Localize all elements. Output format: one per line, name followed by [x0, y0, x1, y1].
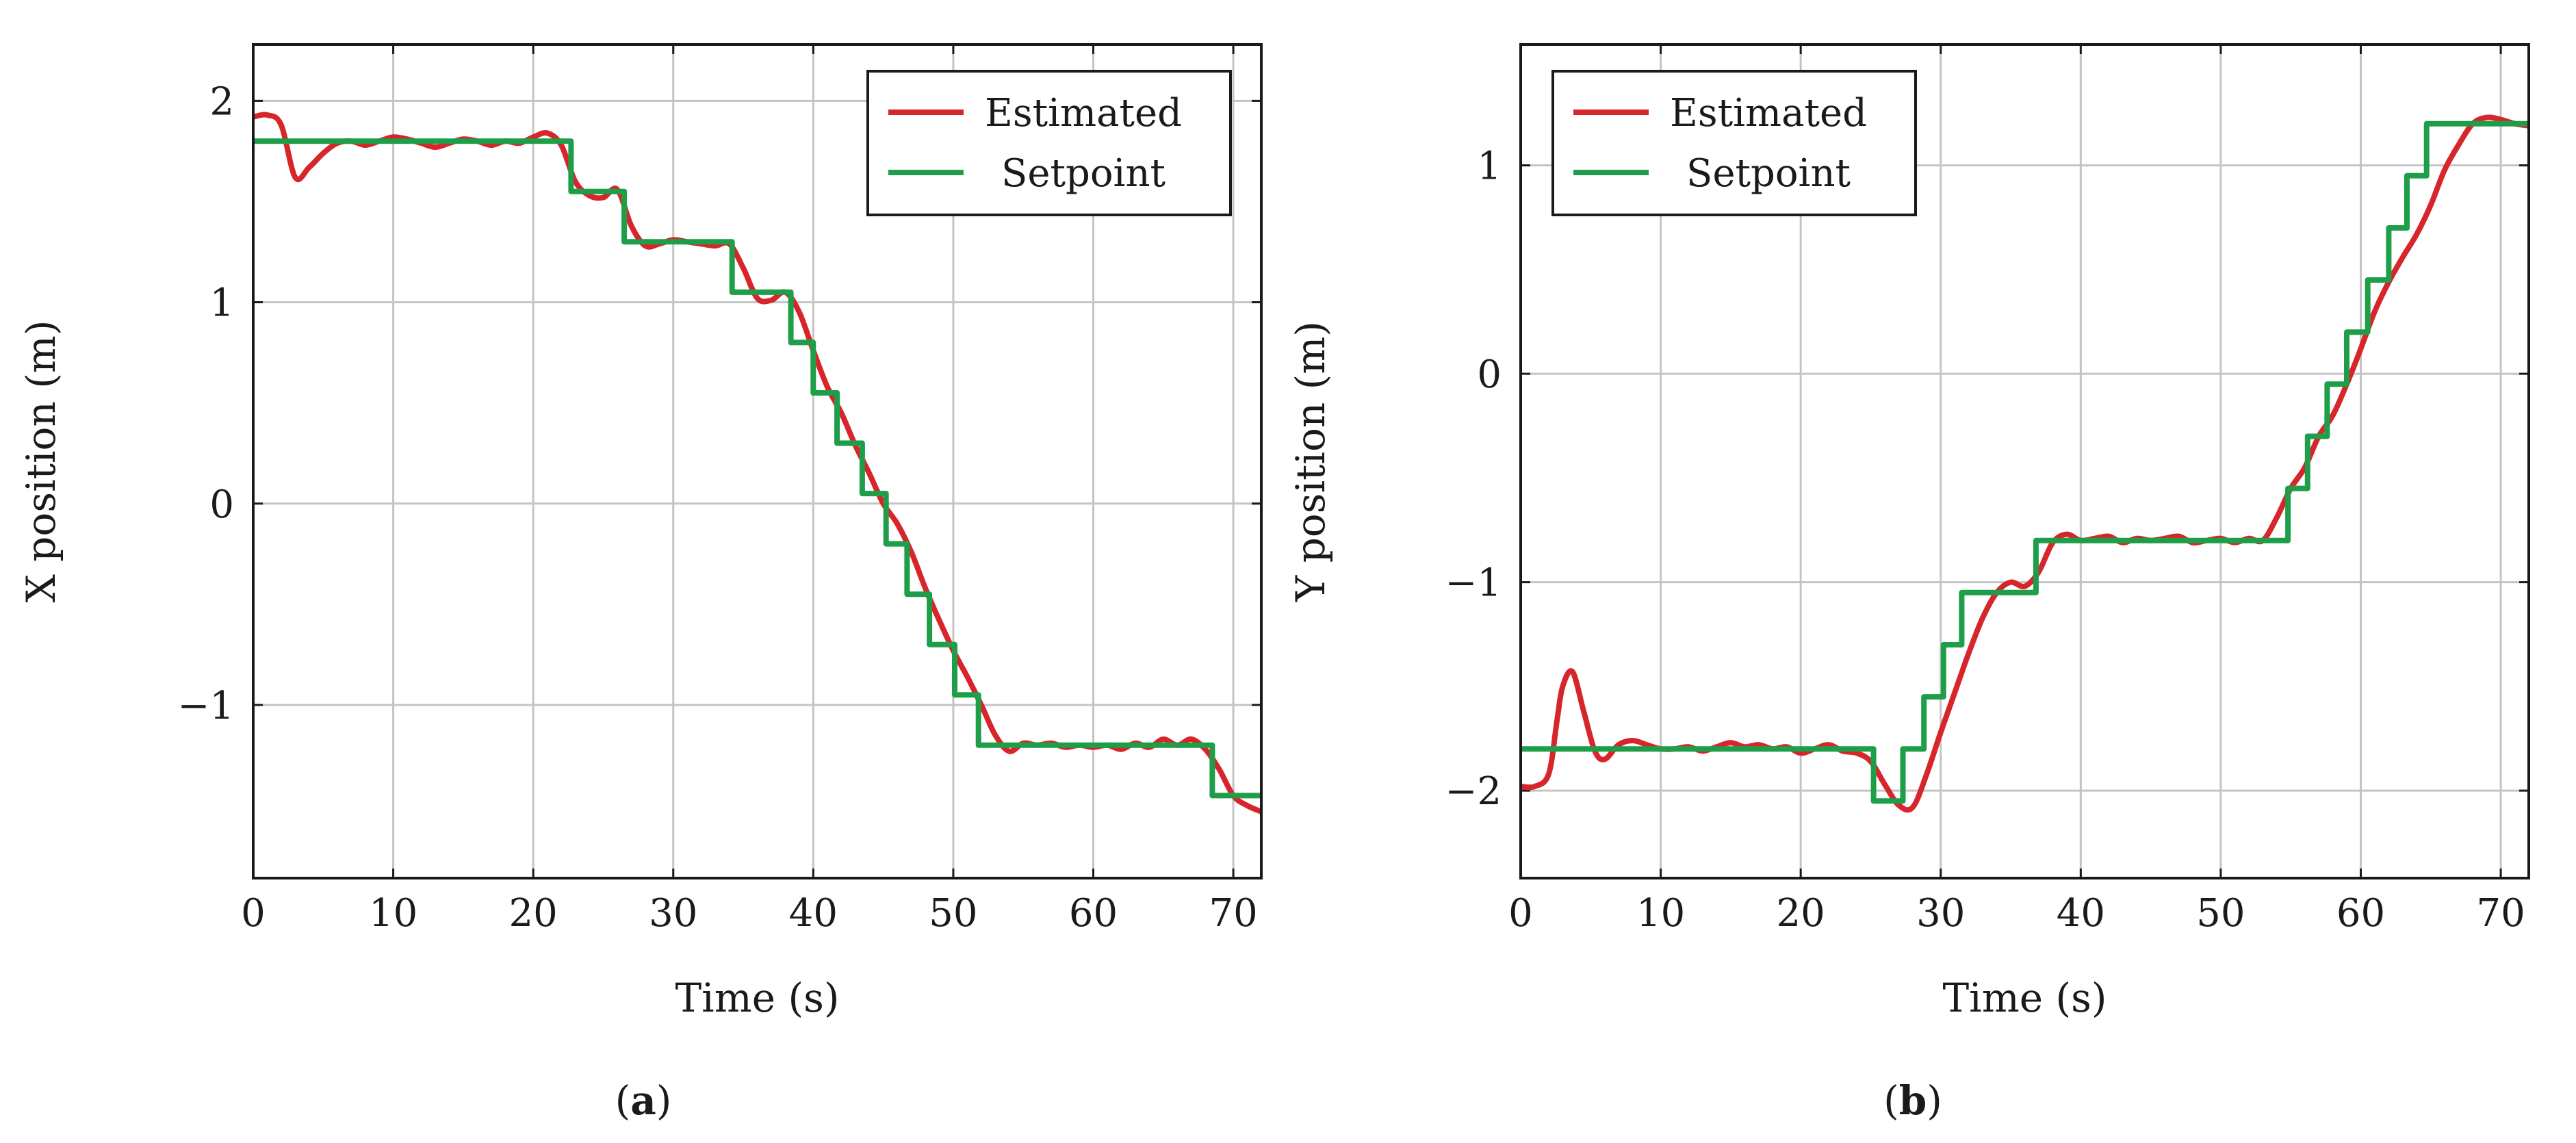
- y-axis-label: Y position (m): [1287, 321, 1334, 602]
- x-tick-label: 40: [789, 891, 838, 936]
- x-tick-label: 40: [2057, 891, 2105, 936]
- y-tick-label: −2: [1445, 769, 1502, 814]
- panel-b: 0 10 20 30 40 50 60 70 −2 −1 0 1 Time (s) Y position …: [1287, 43, 2530, 1124]
- x-tick-label: 30: [1916, 891, 1965, 936]
- x-axis-label: Time (s): [675, 975, 839, 1021]
- x-axis-label: Time (s): [1942, 975, 2107, 1021]
- series-group: [253, 112, 1261, 814]
- legend-label-setpoint: Setpoint: [1001, 151, 1166, 196]
- x-tick-label: 50: [929, 891, 977, 936]
- panel-a: 0 10 20 30 40 50 60 70 −1 0 1 2 Time (s) X position (…: [18, 43, 1263, 1124]
- y-tick-label: 2: [209, 79, 234, 124]
- panel-label-letter: a: [630, 1077, 656, 1124]
- series-line-setpoint: [253, 138, 1261, 799]
- y-tick-label: −1: [1445, 561, 1502, 606]
- x-tick-label: 60: [1069, 891, 1118, 936]
- legend-box: [1551, 70, 1917, 216]
- y-tick-label: 0: [209, 483, 234, 527]
- x-tick-label: 0: [241, 891, 266, 936]
- legend-label-estimated: Estimated: [985, 91, 1182, 136]
- plot-frame: [1519, 43, 2530, 879]
- series-line-setpoint: [1521, 120, 2529, 804]
- legend: Estimated Setpoint: [1551, 70, 1917, 216]
- y-axis-label: X position (m): [18, 320, 64, 603]
- legend-label-estimated: Estimated: [1670, 91, 1867, 136]
- y-tick-label: 0: [1477, 352, 1502, 397]
- y-tick-label: 1: [209, 281, 234, 326]
- series-group: [1521, 114, 2529, 813]
- x-tick-label: 10: [369, 891, 417, 936]
- x-tick-label: 70: [1209, 891, 1257, 936]
- x-tick-label: 20: [1777, 891, 1825, 936]
- panel-label: (b): [1883, 1077, 1942, 1124]
- plot-frame: [252, 43, 1263, 879]
- y-tick-label: 1: [1477, 144, 1502, 189]
- x-tick-label: 0: [1508, 891, 1533, 936]
- panel-label-letter: b: [1899, 1077, 1927, 1124]
- x-tick-label: 60: [2336, 891, 2385, 936]
- x-tick-label: 20: [509, 891, 558, 936]
- x-tick-label: 70: [2476, 891, 2525, 936]
- legend-box: [866, 70, 1232, 216]
- x-tick-label: 30: [649, 891, 697, 936]
- y-tick-label: −1: [177, 684, 234, 728]
- x-tick-label: 10: [1636, 891, 1685, 936]
- legend-label-setpoint: Setpoint: [1686, 151, 1851, 196]
- panel-label: (a): [615, 1077, 672, 1124]
- legend: Estimated Setpoint: [866, 70, 1232, 216]
- x-tick-label: 50: [2196, 891, 2245, 936]
